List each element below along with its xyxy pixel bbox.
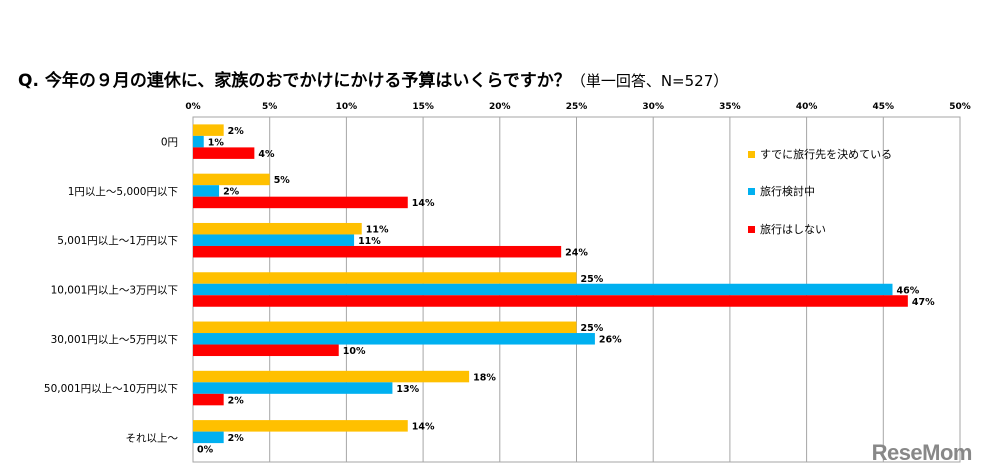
data-label: 11% [366, 224, 389, 235]
data-label: 14% [412, 422, 435, 433]
bar [193, 124, 224, 136]
bar [193, 420, 408, 432]
watermark-logo: ReseMom [871, 440, 973, 465]
data-label: 26% [599, 335, 622, 346]
bars [193, 124, 908, 444]
bar [193, 147, 255, 159]
bar [193, 272, 577, 284]
legend-label: すでに旅行先を決めている [760, 147, 892, 161]
data-label: 2% [223, 187, 240, 198]
bar [193, 431, 224, 444]
bar [193, 245, 562, 258]
x-tick-label: 45% [873, 102, 895, 112]
category-label: 0円 [161, 137, 178, 149]
data-label: 25% [581, 274, 604, 285]
bar [193, 344, 339, 357]
data-label: 24% [565, 247, 588, 258]
data-label: 1% [208, 137, 225, 148]
legend-swatch [748, 226, 755, 233]
category-label: 30,001円以上～5万円以下 [51, 334, 178, 346]
category-labels: 0円 1円以上～5,000円以下 5,001円以上～1万円以下 10,001円以上～3… [44, 137, 179, 445]
data-labels: 2%1%4%5%2%14%11%11%24%25%46%47%25%26%10%… [197, 126, 935, 456]
legend-label: 旅行検討中 [760, 184, 815, 198]
bar [193, 382, 393, 394]
category-label: 1円以上～5,000円以下 [68, 186, 178, 198]
data-label: 13% [396, 384, 419, 395]
bar [193, 283, 893, 296]
x-tick-label: 10% [336, 102, 358, 112]
legend-swatch [748, 188, 755, 195]
category-label: それ以上～ [126, 432, 179, 444]
x-tick-label: 0% [185, 102, 200, 112]
bar [193, 295, 908, 307]
data-label: 18% [473, 372, 496, 383]
chart-title: Q. 今年の９月の連休に、家族のおでかけにかける予算はいくらですか？（単一回答、… [18, 66, 728, 91]
data-label: 46% [897, 285, 920, 296]
category-label: 50,001円以上～10万円以下 [44, 383, 178, 395]
bar [193, 234, 355, 246]
bar [193, 393, 224, 406]
data-label: 2% [228, 433, 245, 444]
data-label: 11% [358, 236, 381, 247]
data-label: 2% [228, 395, 245, 406]
legend-swatch [748, 151, 755, 158]
bar [193, 135, 204, 148]
bar [193, 333, 595, 345]
x-tick-label: 5% [262, 102, 277, 112]
bar [193, 173, 270, 186]
data-label: 14% [412, 198, 435, 209]
data-label: 4% [258, 149, 275, 160]
legend-label: 旅行はしない [760, 222, 826, 236]
x-tick-label: 35% [719, 102, 741, 112]
x-tick-label: 40% [796, 102, 818, 112]
x-axis-ticks: 0% 5% 10% 15% 20% 25% 30% 35% 40% 45% 50% [185, 102, 970, 112]
bar [193, 370, 470, 383]
x-tick-label: 30% [642, 102, 664, 112]
bar [193, 321, 577, 334]
data-label: 2% [228, 126, 245, 137]
bar [193, 185, 220, 197]
data-label: 5% [274, 175, 291, 186]
x-tick-label: 15% [412, 102, 434, 112]
data-label: 25% [581, 323, 604, 334]
x-tick-label: 20% [489, 102, 511, 112]
bar [193, 196, 408, 209]
data-label: 0% [197, 445, 214, 456]
x-tick-label: 25% [566, 102, 588, 112]
x-tick-label: 50% [949, 102, 971, 112]
data-label: 10% [343, 346, 366, 357]
bar [193, 222, 362, 235]
chart-subtitle: （単一回答、N=527） [570, 72, 729, 90]
category-label: 10,001円以上～3万円以下 [51, 285, 178, 297]
chart-title-main: Q. 今年の９月の連休に、家族のおでかけにかける予算はいくらですか？ [18, 71, 571, 91]
category-label: 5,001円以上～1万円以下 [57, 235, 178, 247]
data-label: 47% [912, 297, 935, 308]
